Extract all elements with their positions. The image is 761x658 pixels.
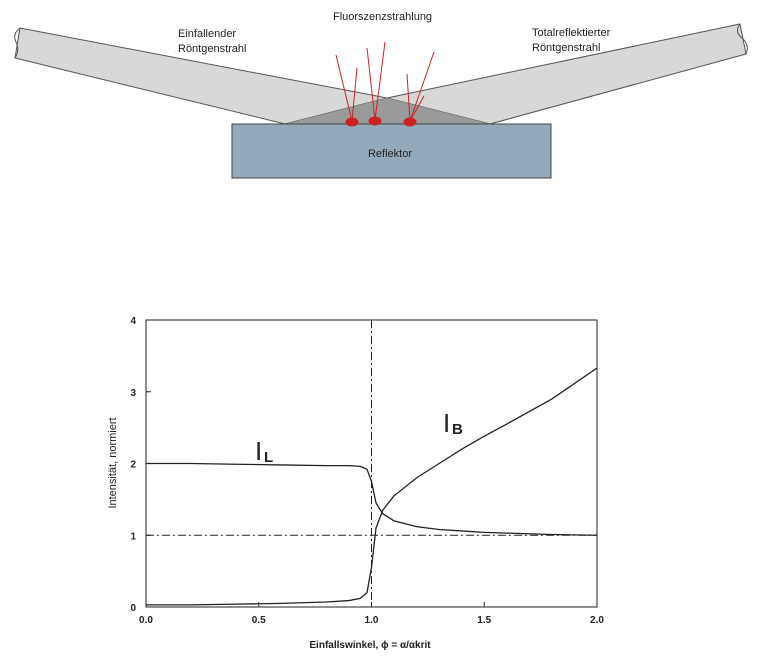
fluorescence-arrows <box>335 41 435 127</box>
x-tick-label: 1.0 <box>365 615 379 626</box>
reflector-label: Reflektor <box>368 148 412 160</box>
y-axis-label: Intensität, normiert <box>107 417 119 508</box>
x-tick-label: 0.0 <box>139 615 153 626</box>
fluorescence-label: Fluorszenzstrahlung <box>333 11 432 23</box>
schematic: Reflektor Fluorszenzstrahlung Einfallend… <box>14 11 748 179</box>
x-tick-label: 1.5 <box>477 615 491 626</box>
annotation-subscript: B <box>452 421 463 438</box>
reflected-beam <box>386 23 747 125</box>
beam-end <box>736 23 748 55</box>
x-tick-label: 2.0 <box>590 615 604 626</box>
chart: Einfallswinkel, ϕ = α/αkrit Intensität, … <box>107 316 604 651</box>
annotation-subscript: L <box>264 449 273 466</box>
beam-end <box>14 27 21 59</box>
reflector <box>231 123 552 179</box>
x-tick-label: 0.5 <box>252 615 266 626</box>
y-tick-label: 4 <box>130 316 136 327</box>
reflected-label: Röntgenstrahl <box>532 42 601 54</box>
curve <box>146 367 598 606</box>
reflected-label: Totalreflektierter <box>532 27 611 39</box>
annotation: I <box>255 436 262 466</box>
y-tick-label: 1 <box>130 531 136 542</box>
y-tick-label: 0 <box>130 603 136 614</box>
overlap <box>285 98 490 124</box>
incident-label: Einfallender <box>178 28 236 40</box>
y-tick-label: 2 <box>130 460 136 471</box>
curve <box>146 462 598 536</box>
annotation: I <box>443 408 450 438</box>
x-axis-label: Einfallswinkel, ϕ = α/αkrit <box>309 640 431 651</box>
incident-label: Röntgenstrahl <box>178 43 247 55</box>
y-tick-label: 3 <box>130 388 136 399</box>
